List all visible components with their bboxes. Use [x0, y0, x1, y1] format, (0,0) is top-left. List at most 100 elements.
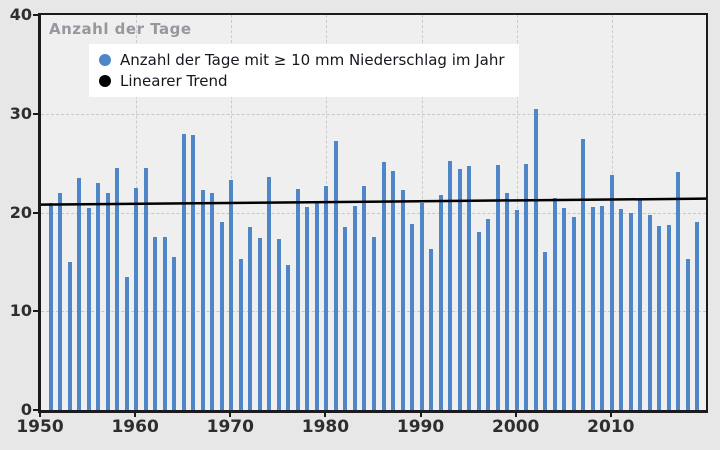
legend-row-series: Anzahl der Tage mit ≥ 10 mm Niederschlag… — [99, 51, 505, 69]
bar-1969 — [219, 222, 224, 410]
plot-area: Anzahl der Tage Anzahl der Tage mit ≥ 10… — [38, 13, 708, 413]
bar-1983 — [352, 205, 357, 410]
bar-1987 — [391, 171, 396, 410]
ytick-mark-30 — [33, 112, 39, 115]
xtick-mark-1970 — [229, 411, 232, 417]
bar-2016 — [666, 225, 671, 410]
xtick-label-1980: 1980 — [301, 417, 350, 437]
bar-1960 — [134, 187, 139, 410]
xtick-mark-1960 — [134, 411, 137, 417]
bar-1974 — [267, 176, 272, 410]
bar-1966 — [191, 135, 196, 410]
bar-1982 — [343, 227, 348, 410]
bar-1962 — [153, 237, 158, 410]
bar-1991 — [429, 249, 434, 410]
bar-1997 — [486, 219, 491, 410]
bar-1996 — [476, 232, 481, 410]
bar-1970 — [229, 179, 234, 410]
bar-1967 — [200, 189, 205, 410]
bar-2010 — [609, 174, 614, 410]
bar-1971 — [238, 258, 243, 410]
bar-1985 — [372, 237, 376, 410]
bar-1999 — [505, 192, 510, 410]
bar-1980 — [324, 185, 329, 410]
xtick-mark-1980 — [324, 411, 327, 417]
xtick-label-1970: 1970 — [206, 417, 254, 437]
gridline-y-20 — [41, 212, 706, 214]
bar-2012 — [628, 212, 633, 410]
bar-2014 — [647, 215, 652, 410]
bar-1959 — [124, 276, 129, 410]
xtick-label-1950: 1950 — [16, 417, 64, 437]
bar-1957 — [105, 192, 110, 410]
xtick-label-1960: 1960 — [111, 417, 159, 437]
trend-marker-icon — [99, 75, 111, 87]
bar-1994 — [457, 169, 462, 410]
xtick-label-2010: 2010 — [587, 417, 635, 437]
bar-2011 — [619, 208, 624, 410]
bar-2009 — [600, 205, 605, 410]
bar-1988 — [400, 189, 405, 410]
bar-2003 — [543, 252, 548, 410]
bar-1979 — [314, 200, 319, 410]
bar-2007 — [581, 139, 586, 410]
chart-title: Anzahl der Tage — [49, 20, 192, 38]
bars-container — [41, 15, 706, 410]
bar-1956 — [96, 182, 101, 410]
bar-1968 — [210, 192, 215, 410]
bar-1977 — [295, 188, 300, 410]
bar-1964 — [172, 256, 177, 410]
ytick-label-0: 0 — [20, 400, 32, 419]
bar-1990 — [419, 202, 424, 410]
bar-1989 — [410, 224, 415, 410]
ytick-label-20: 20 — [9, 202, 32, 222]
bar-2019 — [695, 222, 700, 410]
ytick-mark-40 — [33, 14, 39, 16]
bar-2006 — [571, 217, 576, 410]
bar-1952 — [58, 192, 63, 410]
bar-2018 — [685, 258, 690, 410]
bar-1993 — [448, 161, 453, 410]
ytick-mark-20 — [33, 211, 39, 214]
bar-2004 — [552, 197, 557, 410]
bar-1965 — [181, 133, 186, 410]
ytick-label-30: 30 — [9, 103, 32, 123]
xtick-mark-1990 — [419, 411, 422, 417]
xtick-label-2000: 2000 — [492, 417, 540, 437]
bar-1986 — [381, 162, 386, 410]
bar-2001 — [524, 164, 529, 410]
bar-2008 — [590, 206, 595, 410]
bar-2015 — [657, 226, 662, 410]
bar-1958 — [115, 168, 120, 410]
bar-1975 — [276, 239, 281, 410]
bar-2000 — [514, 209, 519, 410]
bar-1972 — [248, 227, 253, 410]
bar-1951 — [48, 202, 53, 410]
ytick-mark-10 — [33, 310, 39, 313]
bar-2005 — [562, 207, 567, 410]
bar-1954 — [77, 177, 82, 410]
bar-1976 — [286, 264, 291, 410]
bar-2017 — [676, 172, 681, 410]
xtick-label-1990: 1990 — [396, 417, 445, 437]
ytick-label-40: 40 — [9, 5, 32, 24]
legend-series-label: Anzahl der Tage mit ≥ 10 mm Niederschlag… — [120, 51, 505, 69]
legend-row-trend: Linearer Trend — [99, 72, 505, 90]
bar-1978 — [305, 206, 310, 410]
bar-1953 — [67, 261, 72, 410]
ytick-label-10: 10 — [9, 301, 32, 321]
bar-1998 — [495, 165, 500, 410]
bar-1973 — [257, 238, 262, 410]
bar-1955 — [86, 207, 91, 410]
bar-1981 — [333, 141, 338, 410]
gridline-y-30 — [41, 113, 706, 115]
legend: Anzahl der Tage mit ≥ 10 mm Niederschlag… — [89, 44, 519, 97]
bar-1963 — [162, 237, 167, 410]
xtick-mark-2000 — [514, 411, 517, 417]
xtick-mark-1950 — [39, 411, 41, 417]
xtick-mark-2010 — [609, 411, 612, 417]
bar-2002 — [533, 108, 538, 410]
bar-1961 — [143, 168, 148, 410]
legend-trend-label: Linearer Trend — [120, 72, 228, 90]
